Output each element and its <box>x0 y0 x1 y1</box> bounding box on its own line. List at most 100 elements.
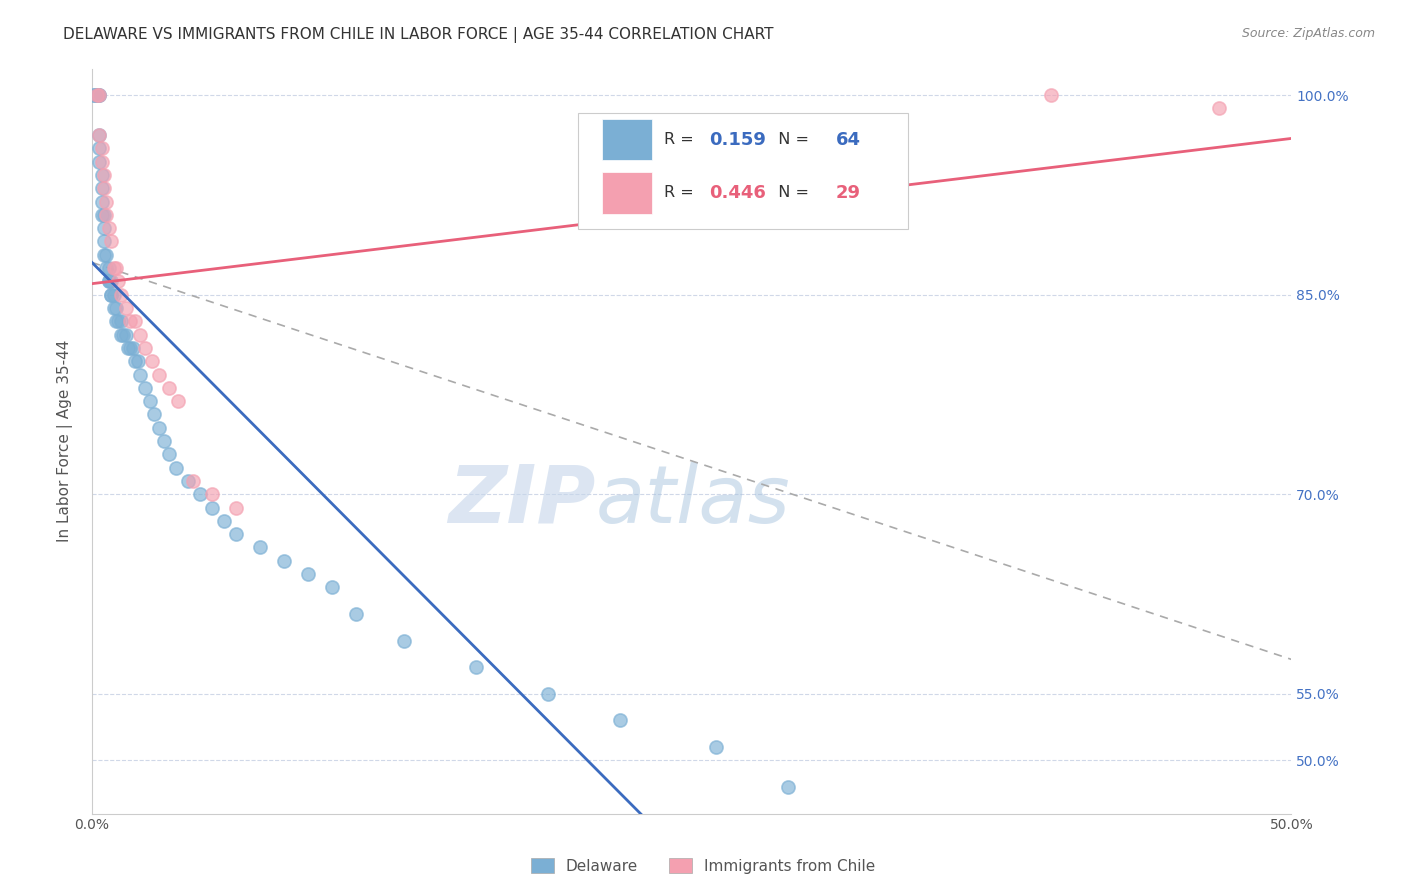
Point <box>104 314 127 328</box>
Point <box>134 341 156 355</box>
Point <box>249 541 271 555</box>
Text: N =: N = <box>769 132 814 147</box>
Point <box>89 141 111 155</box>
Point <box>112 327 135 342</box>
Point <box>89 128 111 142</box>
Point <box>165 460 187 475</box>
Point <box>321 580 343 594</box>
Point <box>273 554 295 568</box>
Point <box>120 314 142 328</box>
FancyBboxPatch shape <box>602 119 652 161</box>
Point <box>96 208 118 222</box>
Text: 64: 64 <box>835 130 860 149</box>
Point <box>141 354 163 368</box>
Point <box>537 687 560 701</box>
Point <box>129 368 152 382</box>
Y-axis label: In Labor Force | Age 35-44: In Labor Force | Age 35-44 <box>58 340 73 542</box>
Point <box>609 714 631 728</box>
Point <box>90 168 112 182</box>
Point <box>177 474 200 488</box>
Point <box>100 287 122 301</box>
Point <box>181 474 204 488</box>
Point <box>90 194 112 209</box>
Point <box>97 274 120 288</box>
Point <box>464 660 486 674</box>
Text: atlas: atlas <box>596 462 790 540</box>
Point <box>86 88 108 103</box>
Point <box>704 739 727 754</box>
Point <box>90 181 112 195</box>
Point <box>104 301 127 315</box>
Text: R =: R = <box>664 186 699 201</box>
Point <box>97 261 120 276</box>
Point <box>89 154 111 169</box>
Point <box>96 248 118 262</box>
Point <box>188 487 211 501</box>
Point <box>121 341 143 355</box>
Point <box>225 500 247 515</box>
Point <box>392 633 415 648</box>
Point <box>110 287 132 301</box>
Point <box>117 341 139 355</box>
Text: R =: R = <box>664 132 699 147</box>
Point <box>93 168 115 182</box>
Point <box>124 314 146 328</box>
Point <box>110 327 132 342</box>
Point <box>90 208 112 222</box>
Point <box>103 287 125 301</box>
Point <box>93 181 115 195</box>
Point <box>89 128 111 142</box>
Point <box>153 434 176 448</box>
Point <box>1208 102 1230 116</box>
Point <box>134 381 156 395</box>
Point <box>124 354 146 368</box>
Point <box>93 221 115 235</box>
Point <box>93 248 115 262</box>
Point <box>148 421 170 435</box>
Point <box>212 514 235 528</box>
Point <box>129 327 152 342</box>
Point <box>97 221 120 235</box>
Point <box>157 447 180 461</box>
Point <box>90 154 112 169</box>
Point <box>167 394 190 409</box>
Text: DELAWARE VS IMMIGRANTS FROM CHILE IN LABOR FORCE | AGE 35-44 CORRELATION CHART: DELAWARE VS IMMIGRANTS FROM CHILE IN LAB… <box>63 27 773 43</box>
Point <box>107 274 129 288</box>
FancyBboxPatch shape <box>602 172 652 214</box>
Point <box>120 341 142 355</box>
Text: N =: N = <box>769 186 814 201</box>
Text: 0.159: 0.159 <box>710 130 766 149</box>
Point <box>86 88 108 103</box>
Text: 0.446: 0.446 <box>710 184 766 202</box>
Point <box>103 261 125 276</box>
Point <box>104 261 127 276</box>
Point <box>157 381 180 395</box>
Point <box>107 314 129 328</box>
Point <box>148 368 170 382</box>
FancyBboxPatch shape <box>578 113 907 228</box>
Point <box>143 408 166 422</box>
Point <box>83 88 105 103</box>
Point <box>103 301 125 315</box>
Point <box>86 88 108 103</box>
Point <box>776 780 799 794</box>
Point <box>110 314 132 328</box>
Point <box>86 88 108 103</box>
Point <box>138 394 160 409</box>
Point <box>1040 88 1063 103</box>
Point <box>83 88 105 103</box>
Point <box>100 235 122 249</box>
Legend: Delaware, Immigrants from Chile: Delaware, Immigrants from Chile <box>524 852 882 880</box>
Point <box>114 301 136 315</box>
Point <box>297 567 319 582</box>
Point <box>201 500 224 515</box>
Point <box>225 527 247 541</box>
Point <box>89 88 111 103</box>
Point <box>89 88 111 103</box>
Text: Source: ZipAtlas.com: Source: ZipAtlas.com <box>1241 27 1375 40</box>
Point <box>127 354 149 368</box>
Point <box>96 261 118 276</box>
Point <box>93 208 115 222</box>
Point <box>114 327 136 342</box>
Point <box>90 141 112 155</box>
